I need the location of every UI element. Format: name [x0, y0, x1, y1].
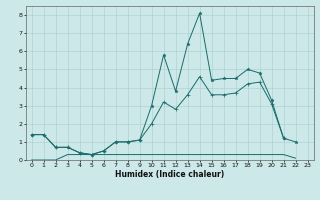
X-axis label: Humidex (Indice chaleur): Humidex (Indice chaleur) — [115, 170, 224, 179]
